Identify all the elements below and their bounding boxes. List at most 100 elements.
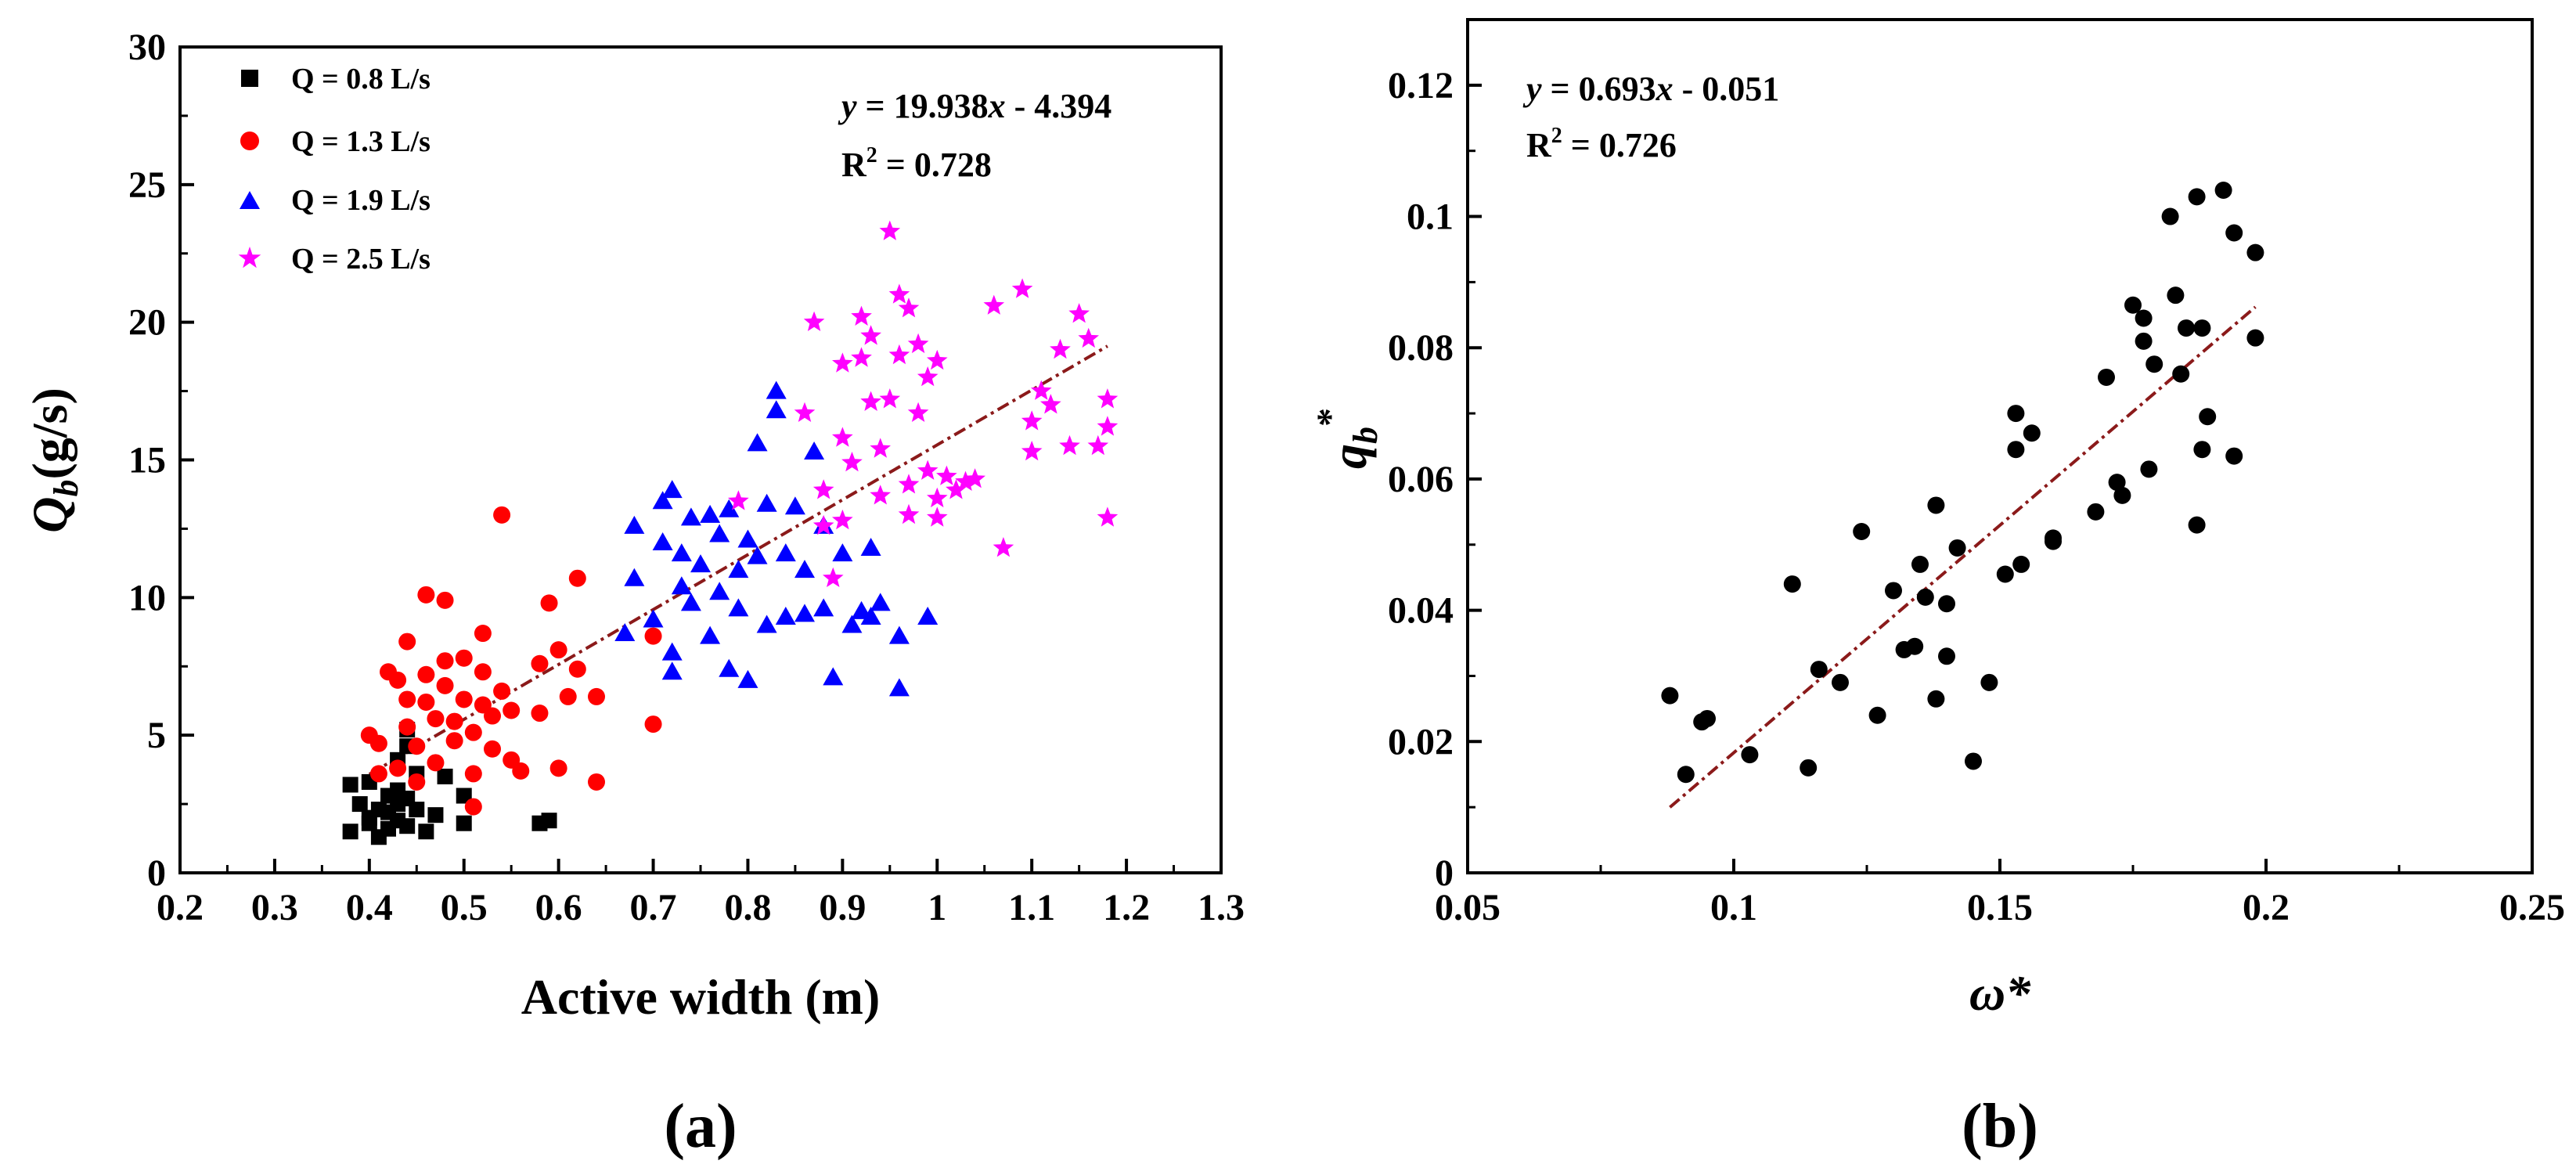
axis-ticks-b: 0.05 0.1 0.15 0.2 0.25 0 0.02 0.04 0.06 0.08 0.1 0.… — [1388, 65, 2565, 928]
x-tick-label: 0.2 — [157, 887, 204, 928]
data-point-star — [955, 470, 976, 491]
data-point-triangle — [841, 615, 863, 633]
data-point-triangle — [709, 524, 730, 542]
data-point-circle — [2135, 309, 2153, 327]
legend-a: Q = 0.8 L/s Q = 1.3 L/s Q = 1.9 L/s Q = … — [238, 63, 431, 276]
y-tick-label: 0 — [1435, 852, 1454, 894]
data-point-star — [832, 427, 853, 447]
data-point-star — [812, 514, 834, 535]
legend-item-1: Q = 1.3 L/s — [240, 125, 431, 158]
data-point-circle — [2199, 408, 2217, 426]
data-point-triangle — [661, 480, 683, 499]
data-point-square — [399, 818, 416, 834]
data-point-circle — [1832, 673, 1849, 691]
data-point-circle — [2145, 355, 2163, 373]
data-point-circle — [568, 660, 586, 678]
data-point-circle — [2193, 319, 2211, 337]
data-point-circle — [484, 740, 501, 758]
data-point-circle — [1741, 746, 1759, 764]
panel-label-a: (a) — [664, 1092, 737, 1161]
data-point-circle — [2225, 447, 2243, 465]
data-point-circle — [549, 759, 567, 777]
data-point-circle — [389, 671, 407, 689]
data-point-star — [907, 333, 929, 354]
panel-b: 0.05 0.1 0.15 0.2 0.25 0 0.02 0.04 0.06 0.08 0.1 0.… — [1310, 18, 2565, 1161]
data-point-circle — [540, 594, 558, 612]
data-point-circle — [2188, 516, 2206, 534]
data-point-triangle — [728, 598, 749, 617]
data-point-circle — [2108, 474, 2126, 492]
data-point-circle — [2098, 368, 2115, 386]
data-point-circle — [1927, 690, 1945, 708]
data-point-circle — [588, 687, 605, 705]
data-point-circle — [1800, 759, 1818, 777]
data-point-triangle — [860, 606, 881, 625]
x-tick-label: 1.2 — [1103, 887, 1150, 928]
data-point-circle — [2178, 319, 2195, 337]
data-point-circle — [2007, 441, 2025, 459]
data-point-circle — [2161, 207, 2179, 225]
data-point-circle — [2246, 329, 2264, 347]
data-point-star — [1031, 380, 1052, 400]
data-point-circle — [1980, 673, 1998, 691]
data-point-circle — [1810, 661, 1828, 679]
x-axis-title-a: Active width (m) — [521, 969, 881, 1025]
x-tick-label: 0.6 — [535, 887, 582, 928]
y-tick-label: 20 — [128, 302, 166, 344]
data-point-triangle — [700, 504, 721, 523]
data-point-circle — [464, 798, 482, 816]
data-point-circle — [2188, 188, 2206, 206]
data-point-triangle — [652, 491, 673, 510]
data-point-star — [812, 479, 834, 499]
y-tick-label: 0 — [147, 852, 166, 894]
data-point-circle — [398, 690, 416, 708]
data-point-star — [927, 487, 948, 508]
data-point-circle — [2167, 287, 2185, 305]
data-point-circle — [1677, 766, 1695, 784]
data-point-star — [946, 479, 967, 499]
x-tick-label: 0.1 — [1710, 887, 1757, 928]
data-point-triangle — [661, 642, 683, 661]
data-point-star — [841, 452, 863, 472]
data-point-circle — [389, 759, 407, 777]
data-point-square — [342, 777, 358, 793]
data-point-circle — [427, 754, 445, 772]
x-tick-label: 0.25 — [2499, 887, 2565, 928]
data-point-triangle — [671, 543, 692, 562]
data-point-star — [1050, 338, 1071, 359]
data-point-star — [888, 283, 910, 304]
data-point-triangle — [624, 515, 645, 534]
data-point-circle — [531, 705, 549, 723]
data-point-square — [427, 807, 444, 824]
data-point-circle — [2023, 424, 2041, 442]
data-point-triangle — [680, 507, 701, 526]
legend-label-1: Q = 1.3 L/s — [291, 125, 431, 158]
data-point-triangle — [784, 496, 805, 515]
legend-item-2: Q = 1.9 L/s — [240, 184, 431, 217]
legend-item-3: Q = 2.5 L/s — [238, 243, 431, 276]
data-point-star — [907, 402, 929, 422]
panel-a: 0.2 0.3 0.4 0.5 0.6 0.7 0.8 0.9 1 1.1 1.2 1.3 0 5 10 15… — [22, 27, 1245, 1161]
data-point-triangle — [766, 400, 787, 419]
x-tick-label: 0.3 — [251, 887, 298, 928]
data-point-triangle — [747, 546, 768, 564]
data-point-triangle — [813, 598, 834, 617]
data-point-circle — [474, 625, 492, 643]
data-point-triangle — [870, 593, 891, 611]
data-point-triangle — [709, 582, 730, 600]
data-point-square — [456, 788, 472, 804]
data-point-star — [879, 388, 901, 409]
data-point-circle — [1996, 565, 2014, 583]
fit-equation-b: y = 0.693x - 0.051 — [1522, 70, 1779, 108]
x-tick-label: 0.8 — [724, 887, 771, 928]
data-point-square — [437, 768, 453, 784]
data-point-circle — [644, 715, 662, 733]
data-point-circle — [417, 586, 435, 604]
x-tick-label: 0.15 — [1967, 887, 2033, 928]
data-point-star — [993, 537, 1014, 557]
data-point-triangle — [700, 625, 721, 644]
data-point-triangle — [766, 380, 787, 399]
x-tick-label: 1.1 — [1008, 887, 1055, 928]
data-point-triangle — [775, 543, 796, 562]
x-tick-label: 0.4 — [346, 887, 393, 928]
